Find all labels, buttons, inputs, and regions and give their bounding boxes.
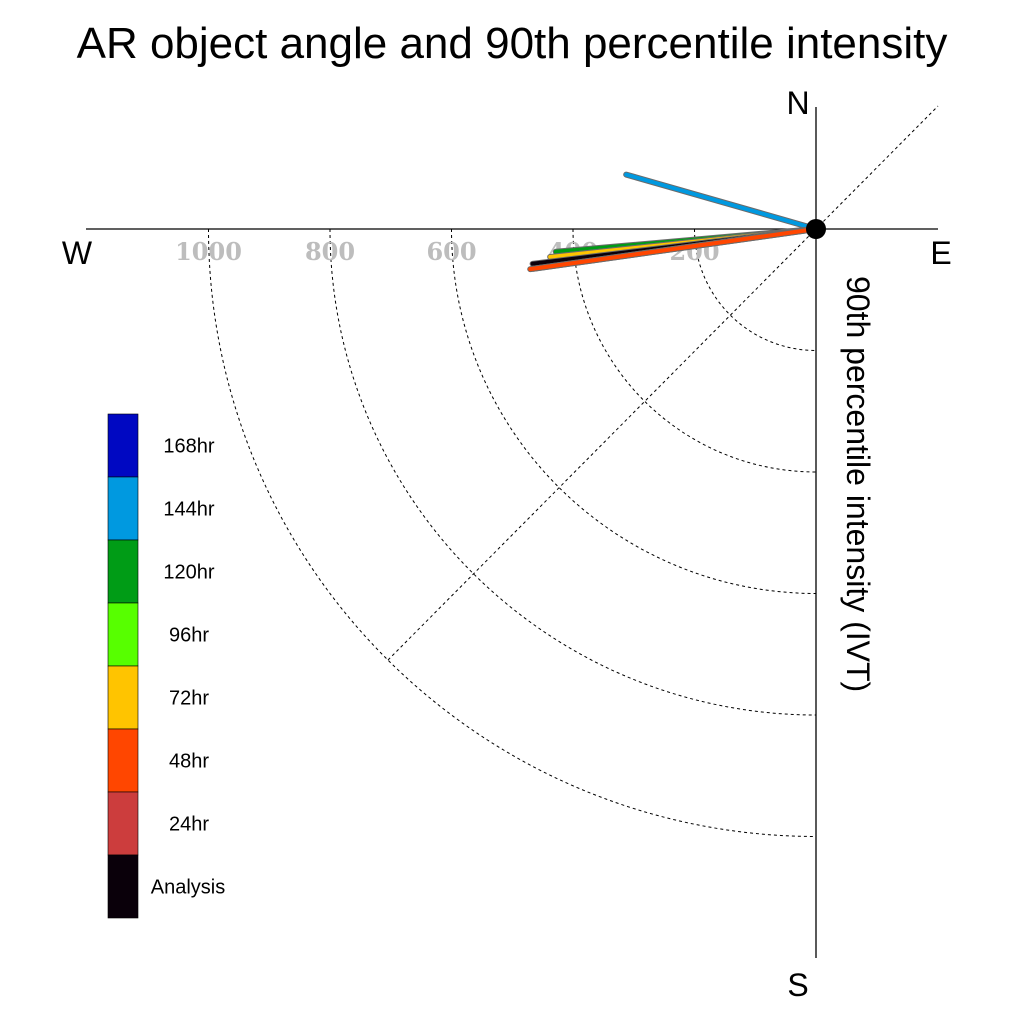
y-axis-label: 90th percentile intensity (IVT) <box>840 276 876 692</box>
legend-swatch-168hr <box>107 413 139 478</box>
ring-label-600: 600 <box>426 237 476 266</box>
diagonal-reference-line <box>387 105 939 661</box>
chart-title: AR object angle and 90th percentile inte… <box>77 19 948 68</box>
legend-swatch-144hr <box>107 476 139 541</box>
legend: 168hr 144hr 120hr 96hr 72hr 48hr 24hr Analysis <box>107 413 225 919</box>
ring-label-800: 800 <box>305 237 355 266</box>
origin-marker <box>806 219 826 239</box>
legend-swatch-120hr <box>107 539 139 604</box>
north-label: N <box>786 85 809 121</box>
legend-label-72hr: 72hr <box>169 688 209 710</box>
legend-label-168hr: 168hr <box>163 436 214 458</box>
legend-swatch-96hr <box>107 602 139 667</box>
series-vectors <box>527 171 819 273</box>
intensity-rings <box>208 228 817 837</box>
legend-swatch-72hr <box>107 665 139 730</box>
west-label: W <box>62 235 93 271</box>
legend-label-48hr: 48hr <box>169 751 209 773</box>
legend-label-144hr: 144hr <box>163 499 214 521</box>
legend-swatch-48hr <box>107 728 139 793</box>
ring-1000 <box>208 228 817 837</box>
legend-label-120hr: 120hr <box>163 562 214 584</box>
east-label: E <box>930 235 951 271</box>
legend-label-analysis: Analysis <box>151 877 225 899</box>
series-vector-48hr <box>528 227 818 272</box>
ring-800 <box>329 228 817 716</box>
ring-200 <box>694 228 817 351</box>
legend-swatch-24hr <box>107 791 139 856</box>
legend-label-96hr: 96hr <box>169 625 209 647</box>
legend-label-24hr: 24hr <box>169 814 209 836</box>
ring-label-1000: 1000 <box>175 237 242 266</box>
series-vector-144hr <box>624 172 818 231</box>
ring-400 <box>572 228 817 473</box>
legend-swatch-analysis <box>107 854 139 919</box>
south-label: S <box>787 967 808 1003</box>
ring-600 <box>451 228 817 594</box>
